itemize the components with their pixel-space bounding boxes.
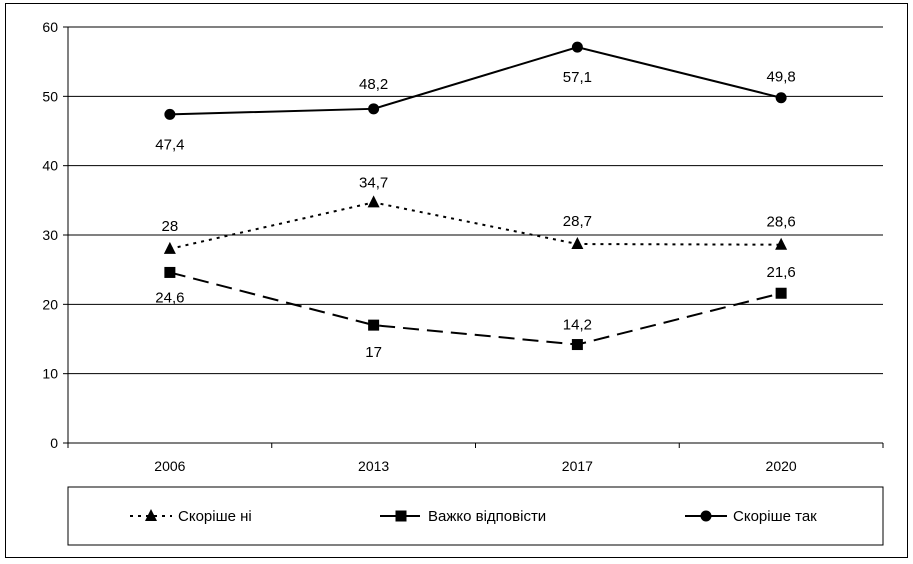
y-tick-label: 10 [42, 366, 58, 382]
legend-label: Важко відповісти [428, 508, 546, 525]
data-point-circle [571, 41, 583, 53]
data-label: 28,6 [767, 214, 796, 231]
data-label: 34,7 [359, 174, 388, 191]
gridlines [68, 26, 883, 375]
data-point-square [164, 266, 176, 278]
data-point-circle [368, 103, 380, 115]
y-tick-label: 60 [42, 19, 58, 35]
chart-frame [5, 3, 908, 558]
y-tick-label: 30 [42, 227, 58, 243]
series-group [163, 41, 788, 351]
x-tick-label: 2013 [358, 458, 389, 474]
data-label: 28 [162, 218, 179, 235]
y-tick-label: 20 [42, 296, 58, 312]
x-tick-label: 2006 [154, 458, 185, 474]
legend: Скоріше ні Важко відповісти Скоріше так [67, 486, 884, 546]
legend-marker-square [395, 510, 407, 522]
data-label: 47,4 [155, 136, 184, 153]
data-point-circle [164, 108, 176, 120]
series-line-triangle [169, 201, 782, 250]
x-tick-label: 2017 [562, 458, 593, 474]
data-point-square [571, 339, 583, 351]
legend-label: Скоріше ні [178, 508, 252, 525]
axes: 0 10 20 30 40 50 60 2006 2013 2017 2020 [42, 19, 884, 474]
data-point-square [368, 319, 380, 331]
data-point-triangle [775, 237, 788, 250]
data-label: 57,1 [563, 69, 592, 86]
y-tick-label: 50 [42, 88, 58, 104]
data-point-triangle [163, 241, 176, 254]
data-label: 28,7 [563, 213, 592, 230]
data-label: 14,2 [563, 317, 592, 334]
legend-marker-circle [700, 510, 712, 522]
data-label: 17 [365, 344, 382, 361]
legend-label: Скоріше так [733, 508, 817, 525]
series-line-circle [169, 46, 782, 116]
data-label: 48,2 [359, 76, 388, 93]
data-label: 49,8 [767, 69, 796, 86]
legend-marker-triangle [145, 509, 157, 521]
data-label: 21,6 [767, 264, 796, 281]
data-point-square [775, 287, 787, 299]
data-labels: 28 34,7 28,7 28,6 24,6 17 14,2 21,6 47,4 48,2 57,1… [155, 69, 795, 361]
y-tick-label: 0 [50, 435, 58, 451]
data-point-triangle [571, 237, 584, 250]
x-tick-label: 2020 [766, 458, 797, 474]
legend-box [67, 486, 884, 546]
data-point-triangle [367, 195, 380, 208]
series-line-square [169, 271, 782, 346]
data-point-circle [775, 92, 787, 104]
data-label: 24,6 [155, 289, 184, 306]
y-tick-label: 40 [42, 158, 58, 174]
